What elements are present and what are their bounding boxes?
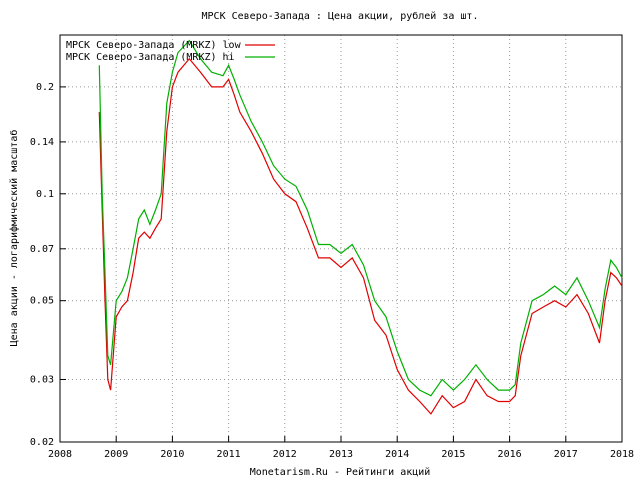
legend-label: МРСК Северо-Запада (MRKZ) hi	[66, 52, 235, 63]
x-tick-label: 2012	[273, 449, 297, 460]
x-tick-label: 2014	[385, 449, 409, 460]
legend-label: МРСК Северо-Запада (MRKZ) low	[66, 40, 242, 51]
x-tick-label: 2011	[217, 449, 241, 460]
y-axis-label: Цена акции - логарифмический масштаб	[8, 130, 20, 347]
y-tick-label: 0.1	[36, 189, 54, 200]
x-tick-label: 2010	[160, 449, 184, 460]
x-tick-label: 2017	[554, 449, 578, 460]
chart-title: МРСК Северо-Запада : Цена акции, рублей …	[202, 10, 479, 22]
y-tick-label: 0.05	[30, 296, 54, 307]
x-tick-label: 2009	[104, 449, 128, 460]
y-tick-label: 0.07	[30, 244, 54, 255]
x-tick-label: 2018	[610, 449, 634, 460]
series-line	[98, 39, 623, 397]
x-tick-label: 2015	[441, 449, 465, 460]
y-tick-label: 0.02	[30, 437, 54, 448]
y-tick-label: 0.03	[30, 374, 54, 385]
x-tick-label: 2016	[498, 449, 522, 460]
y-tick-label: 0.2	[36, 82, 54, 93]
x-tick-label: 2008	[48, 449, 72, 460]
series-line	[98, 57, 623, 415]
plot-frame	[59, 34, 623, 443]
y-tick-label: 0.14	[30, 137, 54, 148]
x-axis-label: Monetarism.Ru - Рейтинги акций	[250, 466, 431, 478]
x-tick-label: 2013	[329, 449, 353, 460]
